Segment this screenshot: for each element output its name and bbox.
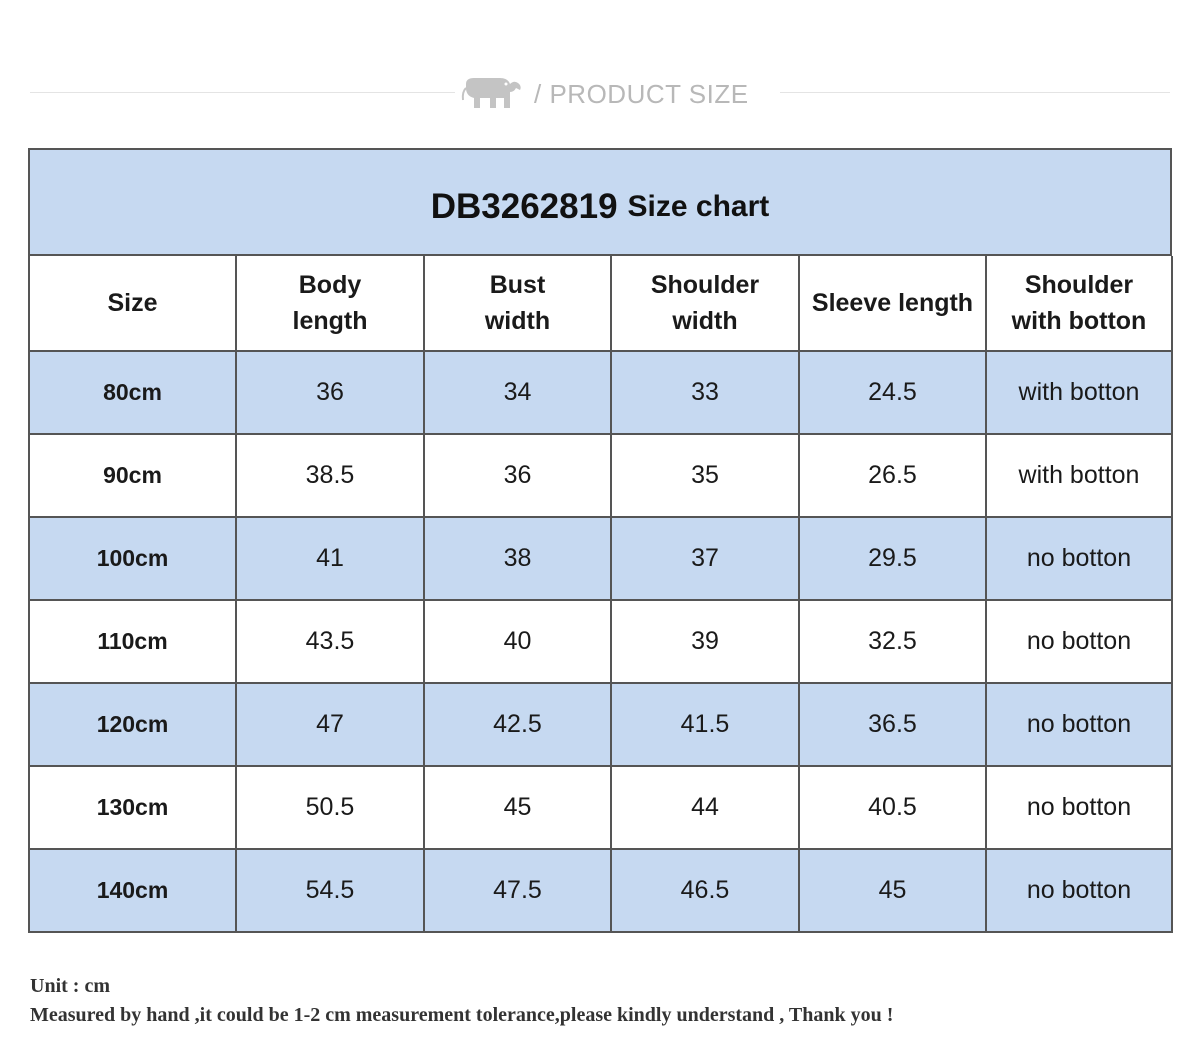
column-header-label: Body length — [292, 271, 368, 335]
body-length-cell: 43.5 — [236, 600, 425, 684]
shoulder-width-cell: 44 — [611, 766, 800, 850]
product-size-header: / PRODUCT SIZE — [460, 72, 749, 116]
bust-width-cell: 40 — [424, 600, 612, 684]
table-row: 80cm 36 34 33 24.5 with botton — [30, 351, 1173, 435]
shoulder-botton-cell: no botton — [986, 683, 1173, 767]
table-row: 90cm 38.5 36 35 26.5 with botton — [30, 434, 1173, 518]
product-size-label: / PRODUCT SIZE — [534, 78, 749, 109]
size-chart-title: DB3262819 Size chart — [30, 150, 1172, 256]
sleeve-length-cell: 45 — [799, 849, 987, 933]
measurement-notes: Unit : cm Measured by hand ,it could be … — [30, 972, 893, 1030]
sleeve-length-cell: 24.5 — [799, 351, 987, 435]
header-divider-right — [780, 92, 1170, 93]
bust-width-cell: 47.5 — [424, 849, 612, 933]
tolerance-note: Measured by hand ,it could be 1-2 cm mea… — [30, 1004, 894, 1026]
table-header-row: Size Body length Bust width Shoulder wid… — [30, 256, 1173, 352]
sleeve-length-cell: 36.5 — [799, 683, 987, 767]
table-row: 100cm 41 38 37 29.5 no botton — [30, 517, 1173, 601]
shoulder-width-cell: 33 — [611, 351, 800, 435]
bust-width-cell: 42.5 — [424, 683, 612, 767]
size-cell: 80cm — [30, 351, 237, 435]
bust-width-cell: 36 — [424, 434, 612, 518]
body-length-cell: 50.5 — [236, 766, 425, 850]
body-length-cell: 38.5 — [236, 434, 425, 518]
table-row: 110cm 43.5 40 39 32.5 no botton — [30, 600, 1173, 684]
table-row: 120cm 47 42.5 41.5 36.5 no botton — [30, 683, 1173, 767]
size-cell: 130cm — [30, 766, 237, 850]
size-cell: 110cm — [30, 600, 237, 684]
shoulder-width-cell: 41.5 — [611, 683, 800, 767]
sleeve-length-cell: 29.5 — [799, 517, 987, 601]
column-header-size: Size — [30, 256, 237, 352]
shoulder-botton-cell: with botton — [986, 434, 1173, 518]
unit-note: Unit : cm — [30, 975, 110, 997]
size-cell: 140cm — [30, 849, 237, 933]
table-row: 130cm 50.5 45 44 40.5 no botton — [30, 766, 1173, 850]
column-header-shoulder-width: Shoulder width — [611, 256, 800, 352]
shoulder-width-cell: 46.5 — [611, 849, 800, 933]
column-header-label: Bust width — [484, 271, 551, 335]
size-table: Size Body length Bust width Shoulder wid… — [30, 256, 1173, 933]
shoulder-botton-cell: no botton — [986, 600, 1173, 684]
column-header-label: Shoulder width — [650, 271, 760, 335]
bust-width-cell: 34 — [424, 351, 612, 435]
column-header-body-length: Body length — [236, 256, 425, 352]
shoulder-width-cell: 39 — [611, 600, 800, 684]
column-header-bust-width: Bust width — [424, 256, 612, 352]
column-header-sleeve-length: Sleeve length — [799, 256, 987, 352]
shoulder-botton-cell: no botton — [986, 849, 1173, 933]
product-code: DB3262819 — [430, 187, 618, 226]
size-chart: DB3262819 Size chart Size Body length Bu… — [28, 148, 1173, 933]
elephant-icon — [460, 74, 526, 114]
body-length-cell: 47 — [236, 683, 425, 767]
sleeve-length-cell: 26.5 — [799, 434, 987, 518]
shoulder-botton-cell: with botton — [986, 351, 1173, 435]
bust-width-cell: 45 — [424, 766, 612, 850]
shoulder-width-cell: 35 — [611, 434, 800, 518]
body-length-cell: 36 — [236, 351, 425, 435]
body-length-cell: 54.5 — [236, 849, 425, 933]
shoulder-width-cell: 37 — [611, 517, 800, 601]
header-divider-left — [30, 92, 455, 93]
table-row: 140cm 54.5 47.5 46.5 45 no botton — [30, 849, 1173, 933]
column-header-shoulder-botton: Shoulder with botton — [986, 256, 1173, 352]
sleeve-length-cell: 40.5 — [799, 766, 987, 850]
bust-width-cell: 38 — [424, 517, 612, 601]
size-cell: 100cm — [30, 517, 237, 601]
body-length-cell: 41 — [236, 517, 425, 601]
shoulder-botton-cell: no botton — [986, 517, 1173, 601]
column-header-label: Shoulder with botton — [1011, 271, 1147, 335]
shoulder-botton-cell: no botton — [986, 766, 1173, 850]
size-cell: 120cm — [30, 683, 237, 767]
size-cell: 90cm — [30, 434, 237, 518]
size-chart-label: Size chart — [627, 190, 770, 223]
sleeve-length-cell: 32.5 — [799, 600, 987, 684]
